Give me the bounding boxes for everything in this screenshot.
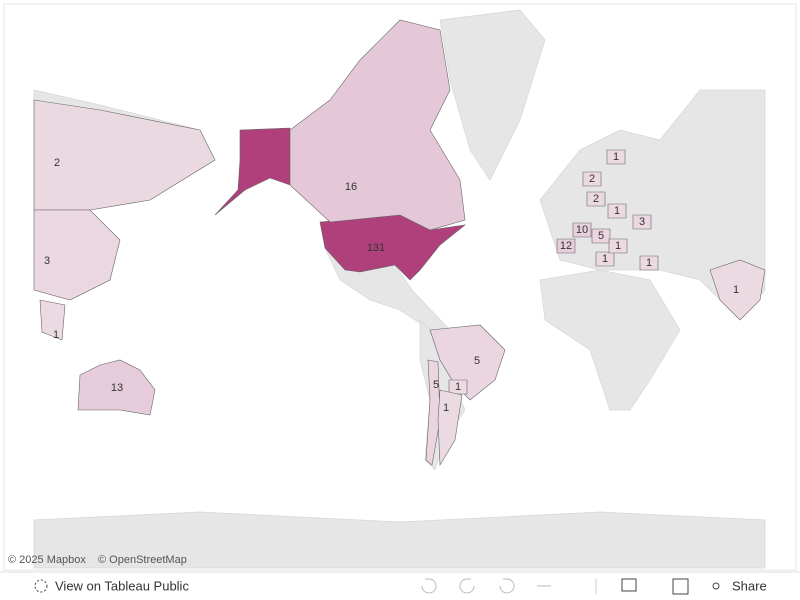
fullscreen[interactable] (672, 578, 689, 595)
country (448, 379, 468, 395)
count-label: 1 (733, 284, 739, 296)
count-label: 1 (455, 381, 461, 393)
count-label: 13 (111, 382, 123, 394)
count-label: 12 (560, 240, 572, 252)
count-label: 3 (44, 255, 50, 267)
count-label: 2 (593, 193, 599, 205)
country (39, 299, 66, 341)
download[interactable] (621, 578, 637, 592)
country (437, 389, 463, 467)
osm-credit: © OpenStreetMap (98, 554, 187, 566)
attribution: © 2025 Mapbox © OpenStreetMap (8, 554, 187, 566)
country (77, 359, 156, 416)
count-label: 1 (602, 253, 608, 265)
count-label: 1 (613, 151, 619, 163)
antarctica (33, 511, 766, 569)
greenland (439, 9, 546, 181)
count-label: 1 (443, 402, 449, 414)
count-label: 1 (53, 329, 59, 341)
country (639, 255, 659, 271)
undo[interactable] (421, 578, 437, 594)
africa (539, 269, 681, 411)
country (33, 209, 121, 301)
country (608, 238, 628, 254)
toolbar: View on Tableau Public Share (0, 571, 800, 600)
count-label: 16 (345, 181, 357, 193)
count-label: 3 (639, 216, 645, 228)
country (607, 203, 627, 219)
view-on-tableau[interactable]: View on Tableau Public (55, 578, 189, 593)
country (586, 191, 606, 207)
count-label: 1 (614, 205, 620, 217)
tableau-icon[interactable] (34, 579, 48, 593)
count-label: 5 (598, 230, 604, 242)
count-label: 1 (646, 257, 652, 269)
toolbar-bg (0, 572, 800, 600)
count-label: 5 (433, 379, 439, 391)
country (582, 171, 602, 187)
country (429, 324, 506, 401)
count-label: 1 (615, 240, 621, 252)
country (632, 214, 652, 230)
count-label: 2 (54, 157, 60, 169)
country (595, 251, 615, 267)
country (556, 238, 576, 254)
country (572, 222, 592, 238)
share-icon[interactable] (712, 582, 720, 590)
country (289, 19, 466, 231)
country (709, 259, 766, 321)
count-label: 10 (576, 224, 588, 236)
count-label: 131 (367, 242, 385, 254)
share[interactable]: Share (732, 578, 767, 593)
count-label: 5 (474, 355, 480, 367)
redo[interactable] (459, 578, 475, 594)
country (425, 359, 441, 466)
mapbox-credit: © 2025 Mapbox (8, 554, 86, 566)
country (606, 149, 626, 165)
revert[interactable] (499, 578, 515, 594)
count-label: 2 (589, 173, 595, 185)
